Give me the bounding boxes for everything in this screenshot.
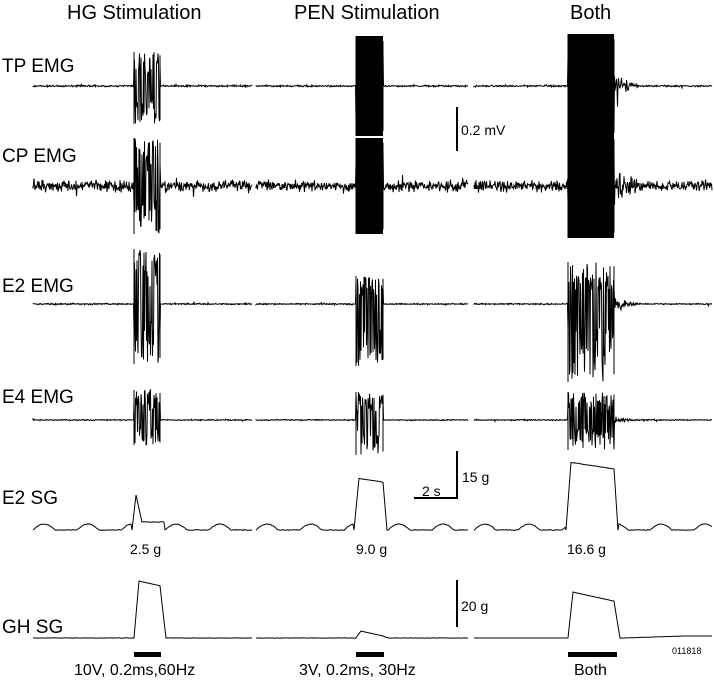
stimulus-bar-1 xyxy=(356,652,384,657)
scale-label-time: 2 s xyxy=(422,483,441,499)
row-label-e4-emg: E4 EMG xyxy=(2,387,74,408)
e4-emg-trace-2 xyxy=(473,392,713,450)
scale-label-force-e2: 15 g xyxy=(462,469,490,485)
cp-emg-burst-block-2 xyxy=(568,134,614,238)
e2-emg-trace-2 xyxy=(473,262,713,382)
tp-emg-trace-0 xyxy=(32,52,253,124)
tp-emg-burst-block-2 xyxy=(568,34,614,138)
stimulus-bar-2 xyxy=(568,652,617,657)
column-title-pen: PEN Stimulation xyxy=(294,2,440,24)
peak-force-pen: 9.0 g xyxy=(356,541,388,557)
e4-emg-trace-0 xyxy=(32,388,253,446)
e2-sg-trace-0 xyxy=(32,494,253,531)
column-title-both: Both xyxy=(570,2,612,24)
e2-emg-trace-0 xyxy=(32,250,253,363)
e4-emg-trace-1 xyxy=(255,392,469,455)
gh-sg-trace-0 xyxy=(33,580,253,639)
stimulus-param-pen: 3V, 0.2ms, 30Hz xyxy=(299,662,416,679)
column-title-hg: HG Stimulation xyxy=(67,2,202,24)
scale-bars xyxy=(414,107,458,627)
stimulus-param-hg: 10V, 0.2ms,60Hz xyxy=(74,662,196,679)
cp-emg-burst-block-1 xyxy=(356,138,383,234)
stimulus-bar-0 xyxy=(134,652,161,657)
scale-label-force-gh: 20 g xyxy=(461,598,489,614)
scale-label-voltage: 0.2 mV xyxy=(461,122,506,138)
signal-traces xyxy=(32,34,713,639)
e2-sg-trace-2 xyxy=(473,461,713,532)
row-label-tp-emg: TP EMG xyxy=(2,56,75,77)
peak-force-hg: 2.5 g xyxy=(130,541,162,557)
row-label-cp-emg: CP EMG xyxy=(2,146,77,167)
row-label-e2-emg: E2 EMG xyxy=(2,276,74,297)
tp-emg-burst-block-1 xyxy=(356,36,383,136)
figure-id: 011818 xyxy=(672,646,702,656)
row-label-e2-sg: E2 SG xyxy=(2,488,58,509)
stimulus-param-both: Both xyxy=(574,662,607,679)
gh-sg-trace-1 xyxy=(255,630,469,639)
gh-sg-trace-2 xyxy=(474,591,712,639)
peak-force-both: 16.6 g xyxy=(567,541,606,557)
e2-emg-trace-1 xyxy=(255,276,469,366)
row-label-gh-sg: GH SG xyxy=(2,617,64,638)
e2-sg-trace-1 xyxy=(255,477,469,531)
stimulus-bars xyxy=(134,652,617,657)
cp-emg-trace-0 xyxy=(32,138,253,234)
